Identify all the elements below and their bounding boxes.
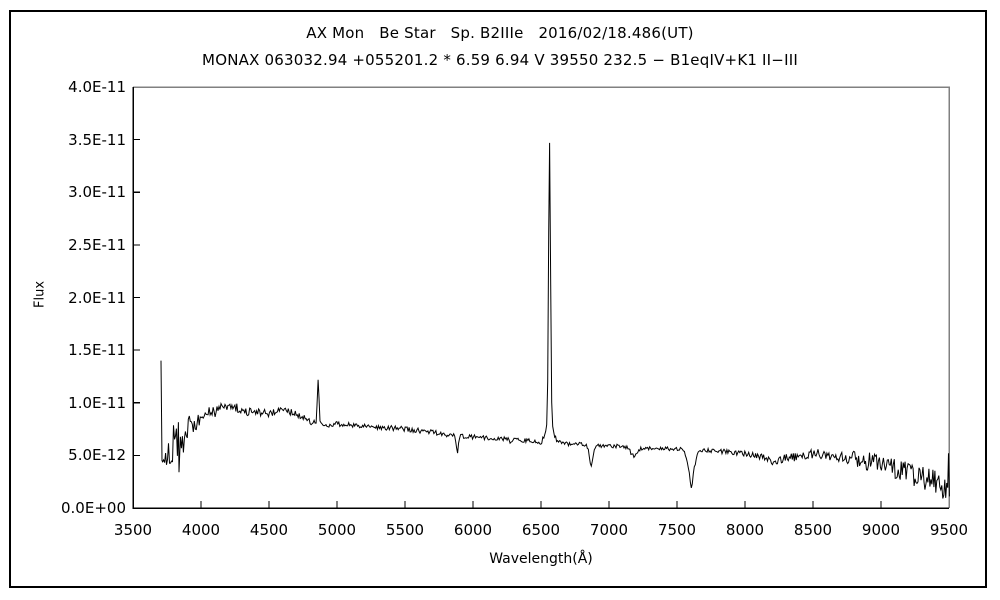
x-tick-label: 8500 <box>793 521 833 539</box>
x-tick-label: 4500 <box>249 521 289 539</box>
chart-window-border <box>9 10 987 588</box>
x-tick-label: 9000 <box>861 521 901 539</box>
x-tick-label: 5000 <box>317 521 357 539</box>
x-tick-label: 6500 <box>521 521 561 539</box>
x-tick-label: 7000 <box>589 521 629 539</box>
y-tick-label: 4.0E-11 <box>68 78 126 96</box>
x-tick-label: 7500 <box>657 521 697 539</box>
y-tick-label: 2.0E-11 <box>68 288 126 307</box>
spectrum-curve <box>160 142 950 499</box>
y-tick-label: 5.0E-12 <box>68 446 126 465</box>
chart-subtitle: MONAX 063032.94 +055201.2 * 6.59 6.94 V … <box>202 51 798 69</box>
y-tick-label: 3.0E-11 <box>68 183 126 202</box>
y-tick-label: 0.0E+00 <box>61 499 126 517</box>
chart-title: AX Mon Be Star Sp. B2IIIe 2016/02/18.486… <box>306 24 694 42</box>
x-tick-label: 8000 <box>725 521 765 539</box>
x-tick-label: 9500 <box>929 521 969 539</box>
y-tick-label: 3.5E-11 <box>68 130 126 149</box>
y-tick-label: 1.0E-11 <box>68 393 126 412</box>
x-tick-label: 4000 <box>181 521 221 539</box>
y-tick-label: 2.5E-11 <box>68 235 126 254</box>
y-tick-label: 1.5E-11 <box>68 341 126 360</box>
x-tick-label: 6000 <box>453 521 493 539</box>
x-tick-label: 3500 <box>113 521 153 539</box>
x-tick-label: 5500 <box>385 521 425 539</box>
x-axis-title: Wavelength(Å) <box>489 551 593 567</box>
